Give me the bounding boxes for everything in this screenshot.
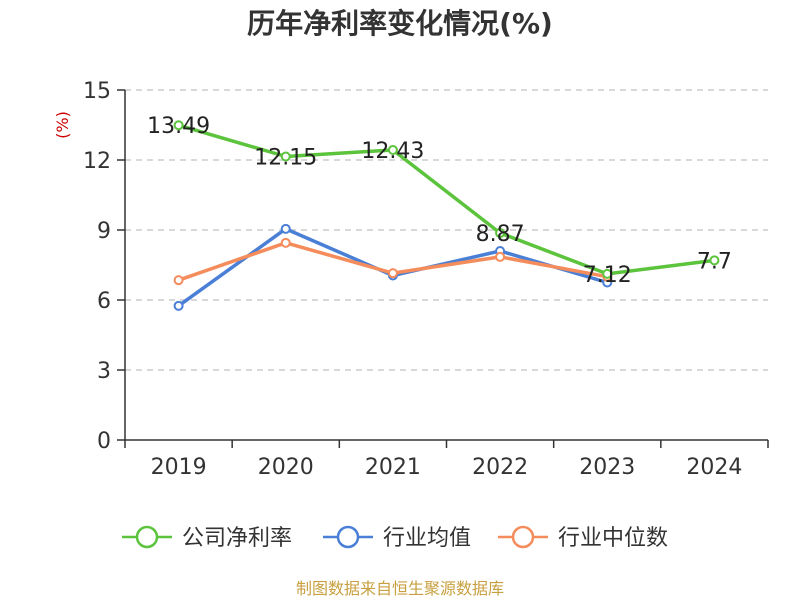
chart-title: 历年净利率变化情况(%) — [247, 7, 553, 40]
legend-swatch-marker — [135, 525, 159, 549]
series — [173, 120, 720, 311]
data-label: 13.49 — [147, 114, 210, 139]
data-point — [387, 268, 398, 279]
x-tick-label: 2019 — [151, 455, 207, 480]
legend-label: 行业均值 — [383, 526, 471, 551]
axes: 0 3 6 9 12 15 2019 2020 2021 2022 2023 2024 — [83, 79, 769, 480]
data-point — [495, 228, 506, 239]
y-axis-unit: (%) — [53, 111, 72, 139]
x-tick-label: 2021 — [365, 455, 421, 480]
y-tick-label: 6 — [97, 289, 111, 314]
x-tick-label: 2024 — [686, 455, 742, 480]
data-point — [173, 300, 184, 311]
legend: 公司净利率 行业均值 行业中位数 — [122, 525, 668, 551]
x-tick-label: 2022 — [472, 455, 528, 480]
source-note: 制图数据来自恒生聚源数据库 — [296, 579, 504, 598]
y-tick-label: 0 — [97, 429, 111, 454]
data-point — [495, 251, 506, 262]
data-label: 7.12 — [583, 263, 632, 288]
data-point — [280, 223, 291, 234]
legend-swatch-marker — [511, 525, 535, 549]
data-point — [387, 144, 398, 155]
data-point — [173, 275, 184, 286]
data-label: 7.7 — [697, 249, 732, 274]
data-label: 12.43 — [361, 139, 424, 164]
y-tick-label: 9 — [97, 219, 111, 244]
y-tick-label: 3 — [97, 359, 111, 384]
data-point — [280, 151, 291, 162]
data-point — [280, 237, 291, 248]
y-tick-label: 12 — [83, 149, 111, 174]
x-tick-label: 2020 — [258, 455, 314, 480]
data-point — [173, 120, 184, 131]
data-labels: 13.49 12.15 12.43 8.87 7.12 7.7 — [147, 114, 732, 288]
legend-swatch-marker — [336, 525, 360, 549]
series-line — [177, 227, 608, 308]
series-line — [178, 123, 715, 276]
legend-label: 公司净利率 — [182, 526, 292, 551]
x-tick-label: 2023 — [579, 455, 635, 480]
data-label: 12.15 — [254, 146, 317, 171]
grid — [125, 89, 768, 371]
data-point — [602, 268, 613, 279]
y-tick-label: 15 — [83, 79, 111, 104]
data-label: 8.87 — [476, 222, 525, 247]
legend-label: 行业中位数 — [558, 526, 668, 551]
data-point — [709, 255, 720, 266]
